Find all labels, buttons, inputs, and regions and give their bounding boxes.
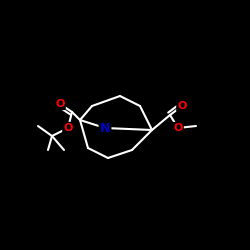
- Text: N: N: [100, 122, 110, 134]
- Text: O: O: [63, 123, 73, 133]
- Text: O: O: [177, 101, 187, 111]
- Text: O: O: [173, 123, 183, 133]
- Text: O: O: [55, 99, 65, 109]
